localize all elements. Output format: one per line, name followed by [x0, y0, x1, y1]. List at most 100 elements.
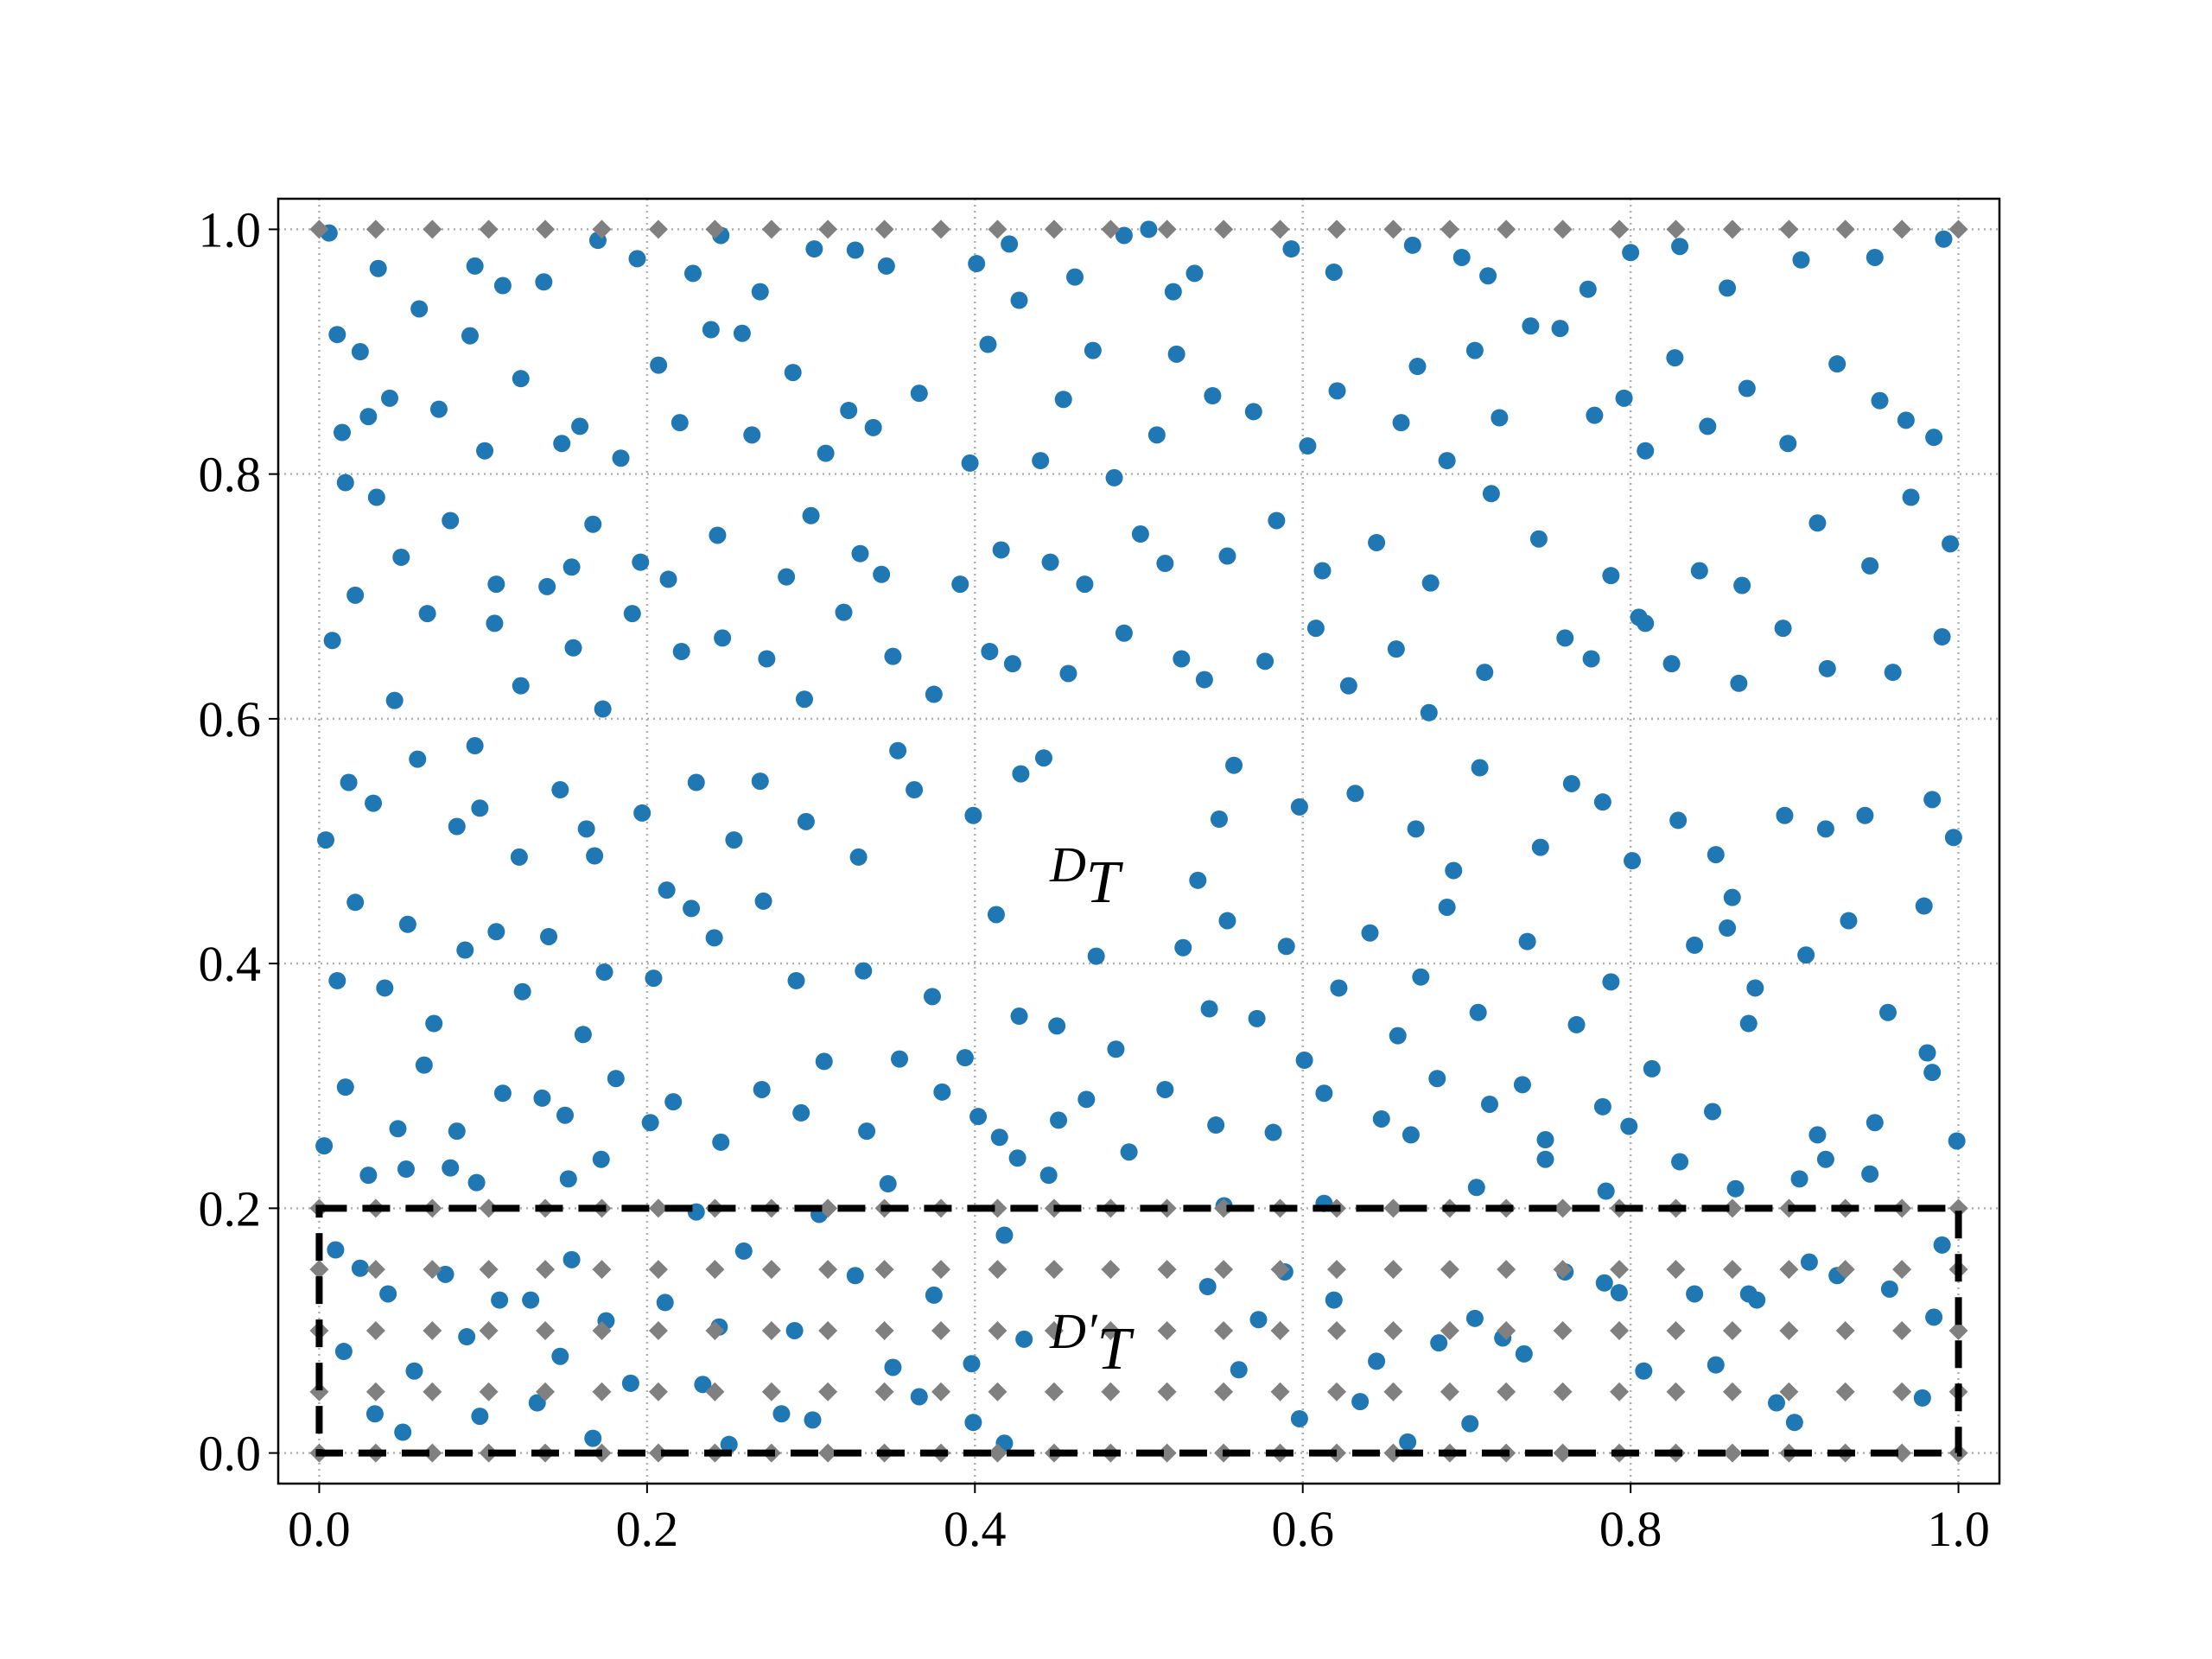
- scatter-point: [584, 515, 602, 533]
- scatter-point: [1866, 1114, 1884, 1132]
- diamond-point: [818, 1198, 838, 1218]
- diamond-point: [761, 1382, 781, 1402]
- scatter-point: [1726, 1179, 1745, 1198]
- scatter-point: [476, 442, 494, 460]
- diamond-point: [309, 1260, 329, 1280]
- diamond-point: [1722, 1198, 1742, 1218]
- scatter-point: [1403, 236, 1421, 254]
- diamond-point: [648, 1443, 668, 1463]
- diamond-point: [479, 1320, 499, 1340]
- scatter-point: [709, 526, 727, 544]
- scatter-point: [1174, 938, 1192, 957]
- scatter-point: [1556, 629, 1574, 647]
- scatter-point: [1105, 468, 1123, 486]
- diamond-point: [1948, 219, 1968, 239]
- scatter-point: [556, 1106, 574, 1124]
- diamond-point: [1214, 1198, 1234, 1218]
- scatter-point: [592, 1150, 610, 1168]
- scatter-point: [1389, 1027, 1407, 1045]
- diamond-point: [1610, 1320, 1630, 1340]
- diamond-point: [1044, 1382, 1064, 1402]
- scatter-point: [1925, 1308, 1943, 1326]
- scatter-point: [1465, 341, 1484, 359]
- scatter-point: [487, 923, 505, 941]
- diamond-point: [1497, 219, 1516, 239]
- scatter-point: [1402, 1126, 1420, 1144]
- scatter-point: [1282, 240, 1300, 258]
- diamond-point: [1383, 1260, 1403, 1280]
- diamond-point: [1270, 1260, 1290, 1280]
- scatter-point: [1944, 829, 1962, 847]
- diamond-point: [1270, 1382, 1290, 1402]
- diamond-point: [1553, 1320, 1573, 1340]
- scatter-point: [1368, 1352, 1386, 1370]
- scatter-point: [1421, 574, 1440, 592]
- region-box: [315, 1205, 1962, 1457]
- scatter-point: [351, 343, 369, 361]
- scatter-point: [607, 1070, 625, 1088]
- scatter-point: [1897, 411, 1915, 429]
- scatter-point: [1248, 1009, 1266, 1027]
- diamond-point: [1835, 1260, 1855, 1280]
- scatter-point: [574, 1026, 592, 1044]
- diamond-point: [1270, 1320, 1290, 1340]
- scatter-point: [398, 915, 416, 933]
- scatter-point: [925, 685, 943, 703]
- scatter-point: [795, 690, 813, 709]
- scatter-point: [1368, 533, 1386, 551]
- scatter-point: [1041, 553, 1059, 571]
- diamond-point: [1779, 219, 1799, 239]
- diamond-point: [818, 1260, 838, 1280]
- diamond-point: [761, 219, 781, 239]
- scatter-point: [1325, 263, 1343, 281]
- scatter-point: [963, 1355, 981, 1373]
- scatter-point: [1167, 345, 1185, 363]
- diamond-point: [931, 1320, 951, 1340]
- scatter-point: [1918, 1044, 1936, 1062]
- scatter-point: [1008, 1149, 1027, 1167]
- scatter-point: [864, 418, 882, 436]
- scatter-point: [1156, 1080, 1174, 1098]
- scatter-point: [1054, 391, 1072, 409]
- scatter-point: [1290, 1409, 1308, 1427]
- scatter-point: [1372, 1109, 1390, 1128]
- scatter-point: [1325, 1291, 1343, 1309]
- scatter-point: [418, 605, 436, 623]
- scatter-point: [1084, 341, 1102, 359]
- scatter-point: [1597, 1182, 1615, 1200]
- scatter-point: [733, 324, 751, 342]
- scatter-point: [687, 773, 705, 791]
- diamond-point: [1214, 1320, 1234, 1340]
- scatter-point: [1164, 283, 1182, 301]
- scatter-point: [471, 1408, 489, 1426]
- diamond-point: [648, 219, 668, 239]
- scatter-point: [1582, 650, 1600, 668]
- diamond-point: [1948, 1320, 1968, 1340]
- scatter-point: [466, 257, 484, 275]
- diamond-point: [1326, 1320, 1346, 1340]
- diamond-point: [1383, 1443, 1403, 1463]
- scatter-point: [734, 1242, 753, 1260]
- diamond-point: [761, 1260, 781, 1280]
- diamond-point: [874, 1320, 894, 1340]
- scatter-point: [1622, 244, 1640, 262]
- scatter-point: [577, 820, 595, 838]
- scatter-point: [1387, 640, 1405, 658]
- plot-frame: [276, 197, 2001, 1485]
- scatter-point: [394, 1423, 412, 1441]
- annotation-sub: T: [1097, 1316, 1135, 1382]
- scatter-point: [1351, 1393, 1370, 1411]
- diamond-point: [648, 1260, 668, 1280]
- diamond-point: [479, 1260, 499, 1280]
- scatter-point: [671, 414, 689, 432]
- scatter-point: [538, 577, 556, 595]
- scatter-point: [376, 979, 394, 997]
- scatter-point: [1039, 1166, 1058, 1185]
- scatter-point: [1087, 947, 1105, 965]
- diamond-point: [1666, 1320, 1686, 1340]
- scatter-point: [992, 541, 1010, 559]
- scatter-point: [346, 893, 365, 912]
- scatter-point: [1249, 1311, 1268, 1329]
- scatter-point: [1719, 919, 1737, 938]
- scatter-point: [1059, 664, 1077, 683]
